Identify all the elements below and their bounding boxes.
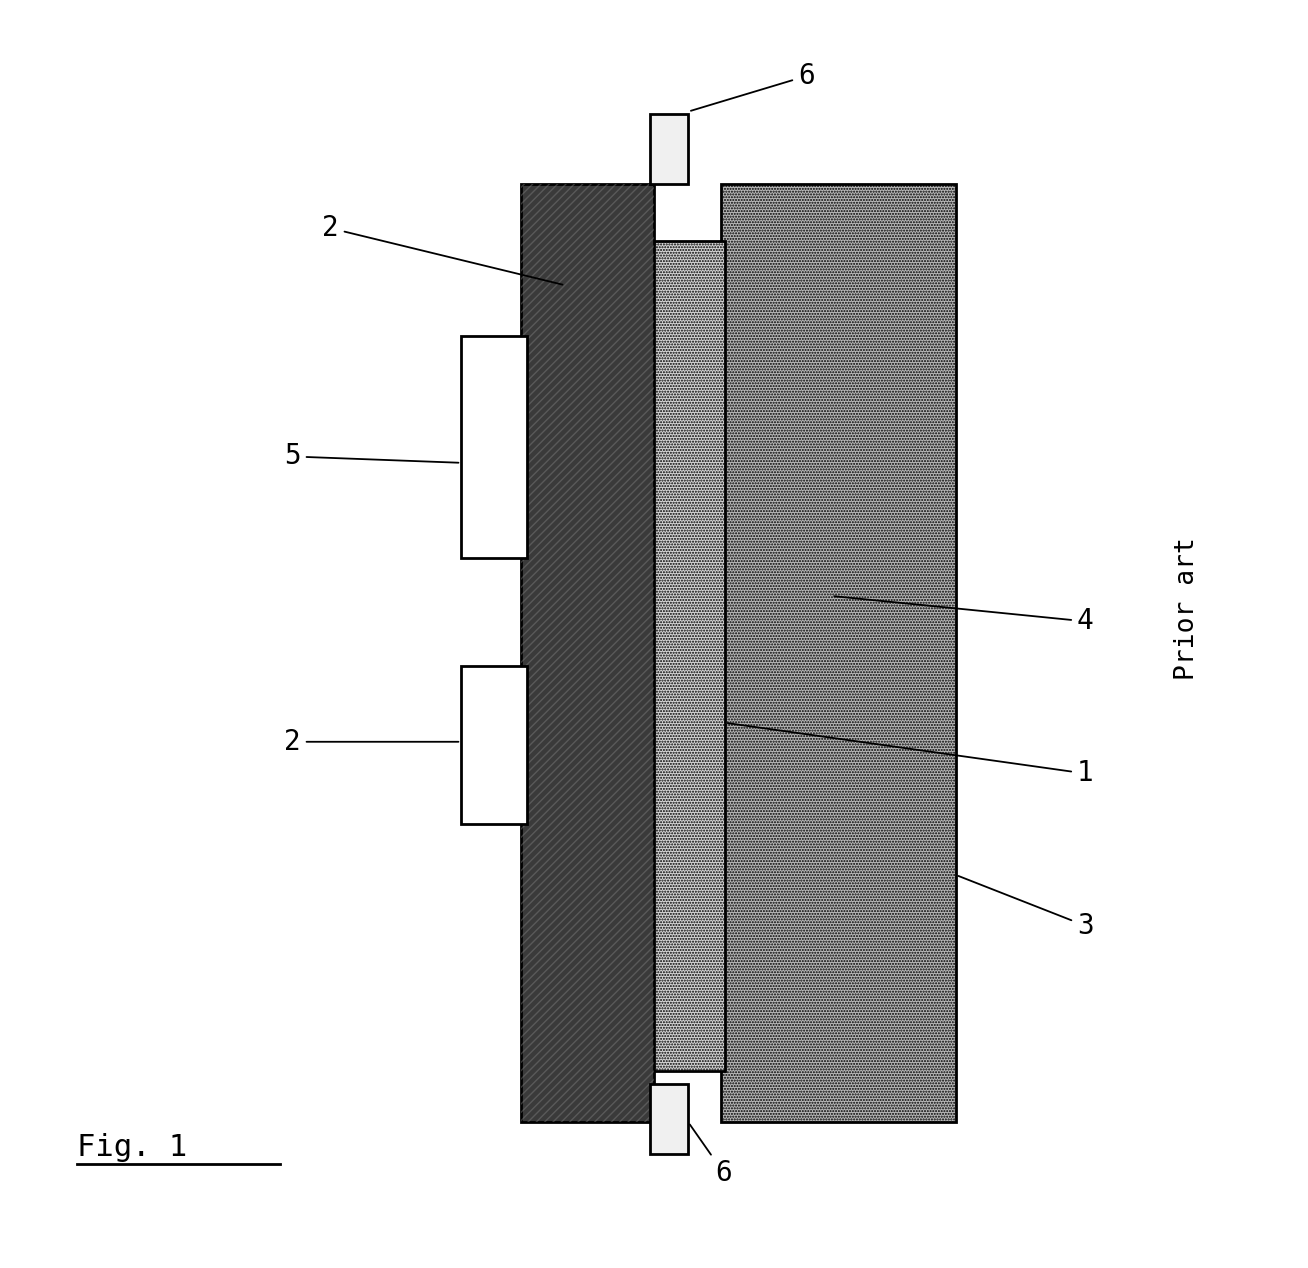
Bar [521, 184, 654, 1122]
Text: Fig. 1: Fig. 1 [77, 1134, 187, 1161]
Text: 2: 2 [284, 728, 459, 756]
Text: 1: 1 [727, 723, 1093, 787]
Text: 5: 5 [284, 443, 459, 470]
Text: 2: 2 [322, 214, 562, 284]
Text: 6: 6 [691, 62, 815, 110]
Bar [521, 184, 654, 1122]
Bar [721, 184, 956, 1122]
Bar [462, 666, 527, 824]
Text: 4: 4 [835, 596, 1093, 635]
Bar [650, 1084, 688, 1154]
Text: 3: 3 [959, 876, 1093, 940]
Bar [462, 336, 527, 558]
Text: 6: 6 [689, 1125, 732, 1187]
Bar [650, 114, 688, 184]
Text: Prior art: Prior art [1173, 538, 1199, 680]
Bar [651, 241, 725, 1071]
